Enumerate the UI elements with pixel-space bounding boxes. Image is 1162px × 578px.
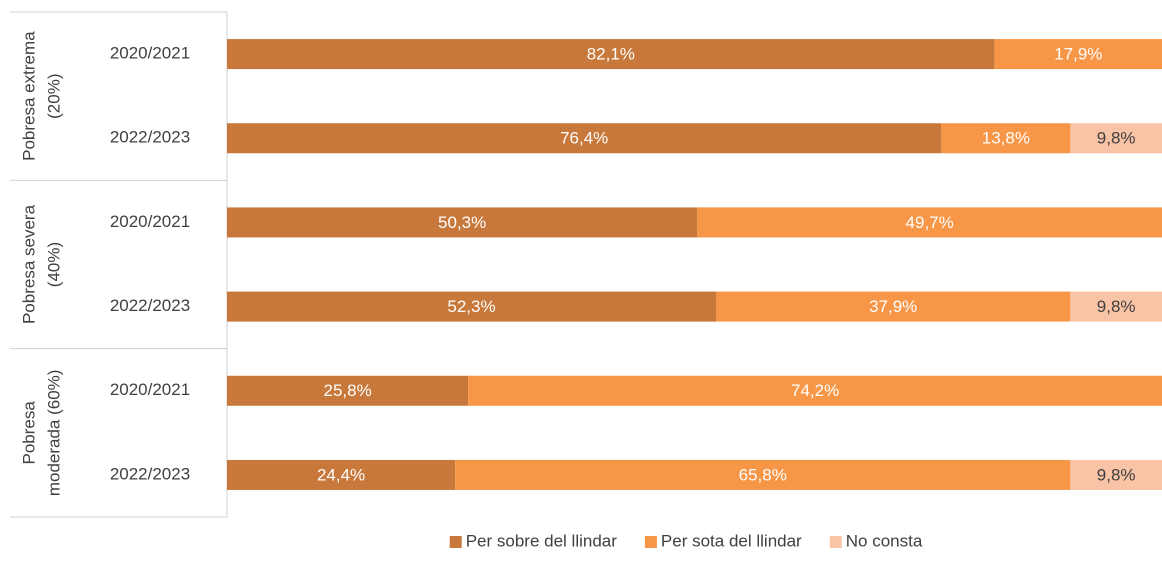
- legend-swatch: [644, 536, 657, 548]
- bar-segment: [455, 459, 1071, 490]
- bar-segment: [697, 207, 1162, 238]
- bar-segment: [227, 123, 942, 154]
- group-label: Pobresa severa: [19, 204, 38, 324]
- legend-label: Per sobre del llindar: [466, 531, 618, 550]
- value-label: 49,7%: [906, 213, 954, 232]
- value-label: 37,9%: [869, 297, 917, 316]
- bar-segment: [1070, 291, 1162, 322]
- category-label: 2022/2023: [110, 296, 190, 315]
- group-label: moderada (60%): [44, 370, 63, 497]
- legend-label: No consta: [846, 531, 923, 550]
- category-label: 2020/2021: [110, 380, 190, 399]
- bar-segment: [941, 123, 1071, 154]
- bar-segment: [227, 375, 469, 406]
- bar-segment: [716, 291, 1071, 322]
- legend-swatch: [449, 536, 462, 548]
- bar-segment: [994, 39, 1162, 70]
- value-label: 17,9%: [1054, 45, 1102, 64]
- bar-segment: [468, 375, 1162, 406]
- group-label: Pobresa extrema: [19, 31, 38, 161]
- value-label: 24,4%: [317, 465, 365, 484]
- category-label: 2020/2021: [110, 44, 190, 63]
- bar-segment: [227, 459, 456, 490]
- bar-segment: [227, 291, 717, 322]
- bar-segment: [227, 207, 698, 238]
- value-label: 50,3%: [438, 213, 486, 232]
- value-label: 9,8%: [1097, 297, 1136, 316]
- value-label: 25,8%: [324, 381, 372, 400]
- bar-segment: [1070, 459, 1162, 490]
- bar-segment: [1070, 123, 1162, 154]
- category-label: 2020/2021: [110, 212, 190, 231]
- bar-segment: [227, 39, 995, 70]
- legend-swatch: [829, 536, 842, 548]
- value-label: 9,8%: [1097, 129, 1136, 148]
- group-label: Pobresa: [19, 401, 38, 465]
- value-label: 74,2%: [791, 381, 839, 400]
- category-label: 2022/2023: [110, 128, 190, 147]
- value-label: 65,8%: [739, 465, 787, 484]
- legend-label: Per sota del llindar: [661, 531, 802, 550]
- value-label: 52,3%: [447, 297, 495, 316]
- group-label: (20%): [44, 73, 63, 118]
- group-label: (40%): [44, 242, 63, 287]
- value-label: 13,8%: [982, 129, 1030, 148]
- value-label: 76,4%: [560, 129, 608, 148]
- value-label: 82,1%: [587, 45, 635, 64]
- value-label: 9,8%: [1097, 465, 1136, 484]
- category-label: 2022/2023: [110, 464, 190, 483]
